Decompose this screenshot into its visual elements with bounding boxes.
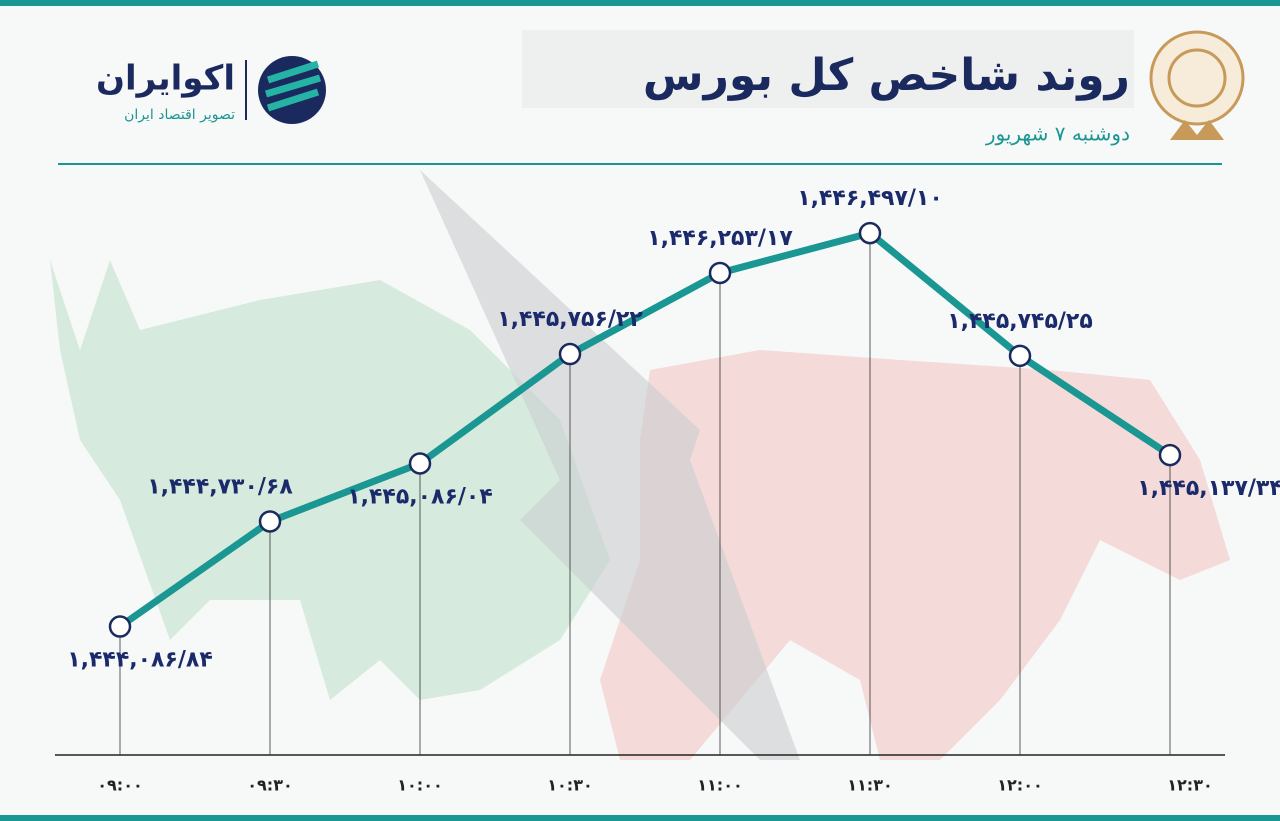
x-tick-label: ۱۲:۳۰ [1167,776,1212,795]
x-tick-label: ۱۰:۳۰ [547,776,592,795]
point [558,342,582,366]
value-label: ۱,۴۴۵,۷۵۶/۲۲ [497,307,643,332]
bourse-logo-base [1170,120,1224,140]
x-tick-label: ۱۱:۳۰ [847,776,892,795]
value-label: ۱,۴۴۵,۱۳۷/۳۴ [1137,476,1280,501]
bourse-logo [1149,30,1245,126]
chart-title: روند شاخص کل بورس [643,50,1130,101]
x-tick-label: ۰۹:۰۰ [97,776,142,795]
value-label: ۱,۴۴۴,۷۳۰/۶۸ [147,474,293,499]
bottom-bar [0,815,1280,821]
brand-name: اکوایران [96,59,235,99]
chart-subtitle: دوشنبه ۷ شهریور [985,122,1130,146]
value-label: ۱,۴۴۶,۴۹۷/۱۰ [797,186,943,211]
point [858,221,882,245]
point [258,510,282,533]
point [708,261,732,285]
title-box [522,30,1134,108]
point [408,452,432,475]
value-label: ۱,۴۴۶,۲۵۳/۱۷ [647,226,793,251]
point [1158,443,1182,467]
series-line [117,229,1172,630]
point [1008,344,1032,368]
x-tick-label: ۰۹:۳۰ [247,776,292,795]
top-bar [0,0,1280,6]
brand-tagline: تصویر اقتصاد ایران [124,107,235,123]
bourse-logo-inner [1167,48,1227,108]
value-label: ۱,۴۴۵,۰۸۶/۰۴ [347,484,493,509]
x-tick-label: ۱۰:۰۰ [397,776,442,795]
x-tick-label: ۱۲:۰۰ [997,776,1042,795]
value-label: ۱,۴۴۵,۷۴۵/۲۵ [947,309,1093,334]
arrow-shape [420,170,800,760]
point [108,615,132,638]
value-label: ۱,۴۴۴,۰۸۶/۸۴ [67,648,213,673]
bull-shape [50,260,610,700]
brand-logo-stripes [265,60,321,112]
x-tick-label: ۱۱:۰۰ [697,776,742,795]
